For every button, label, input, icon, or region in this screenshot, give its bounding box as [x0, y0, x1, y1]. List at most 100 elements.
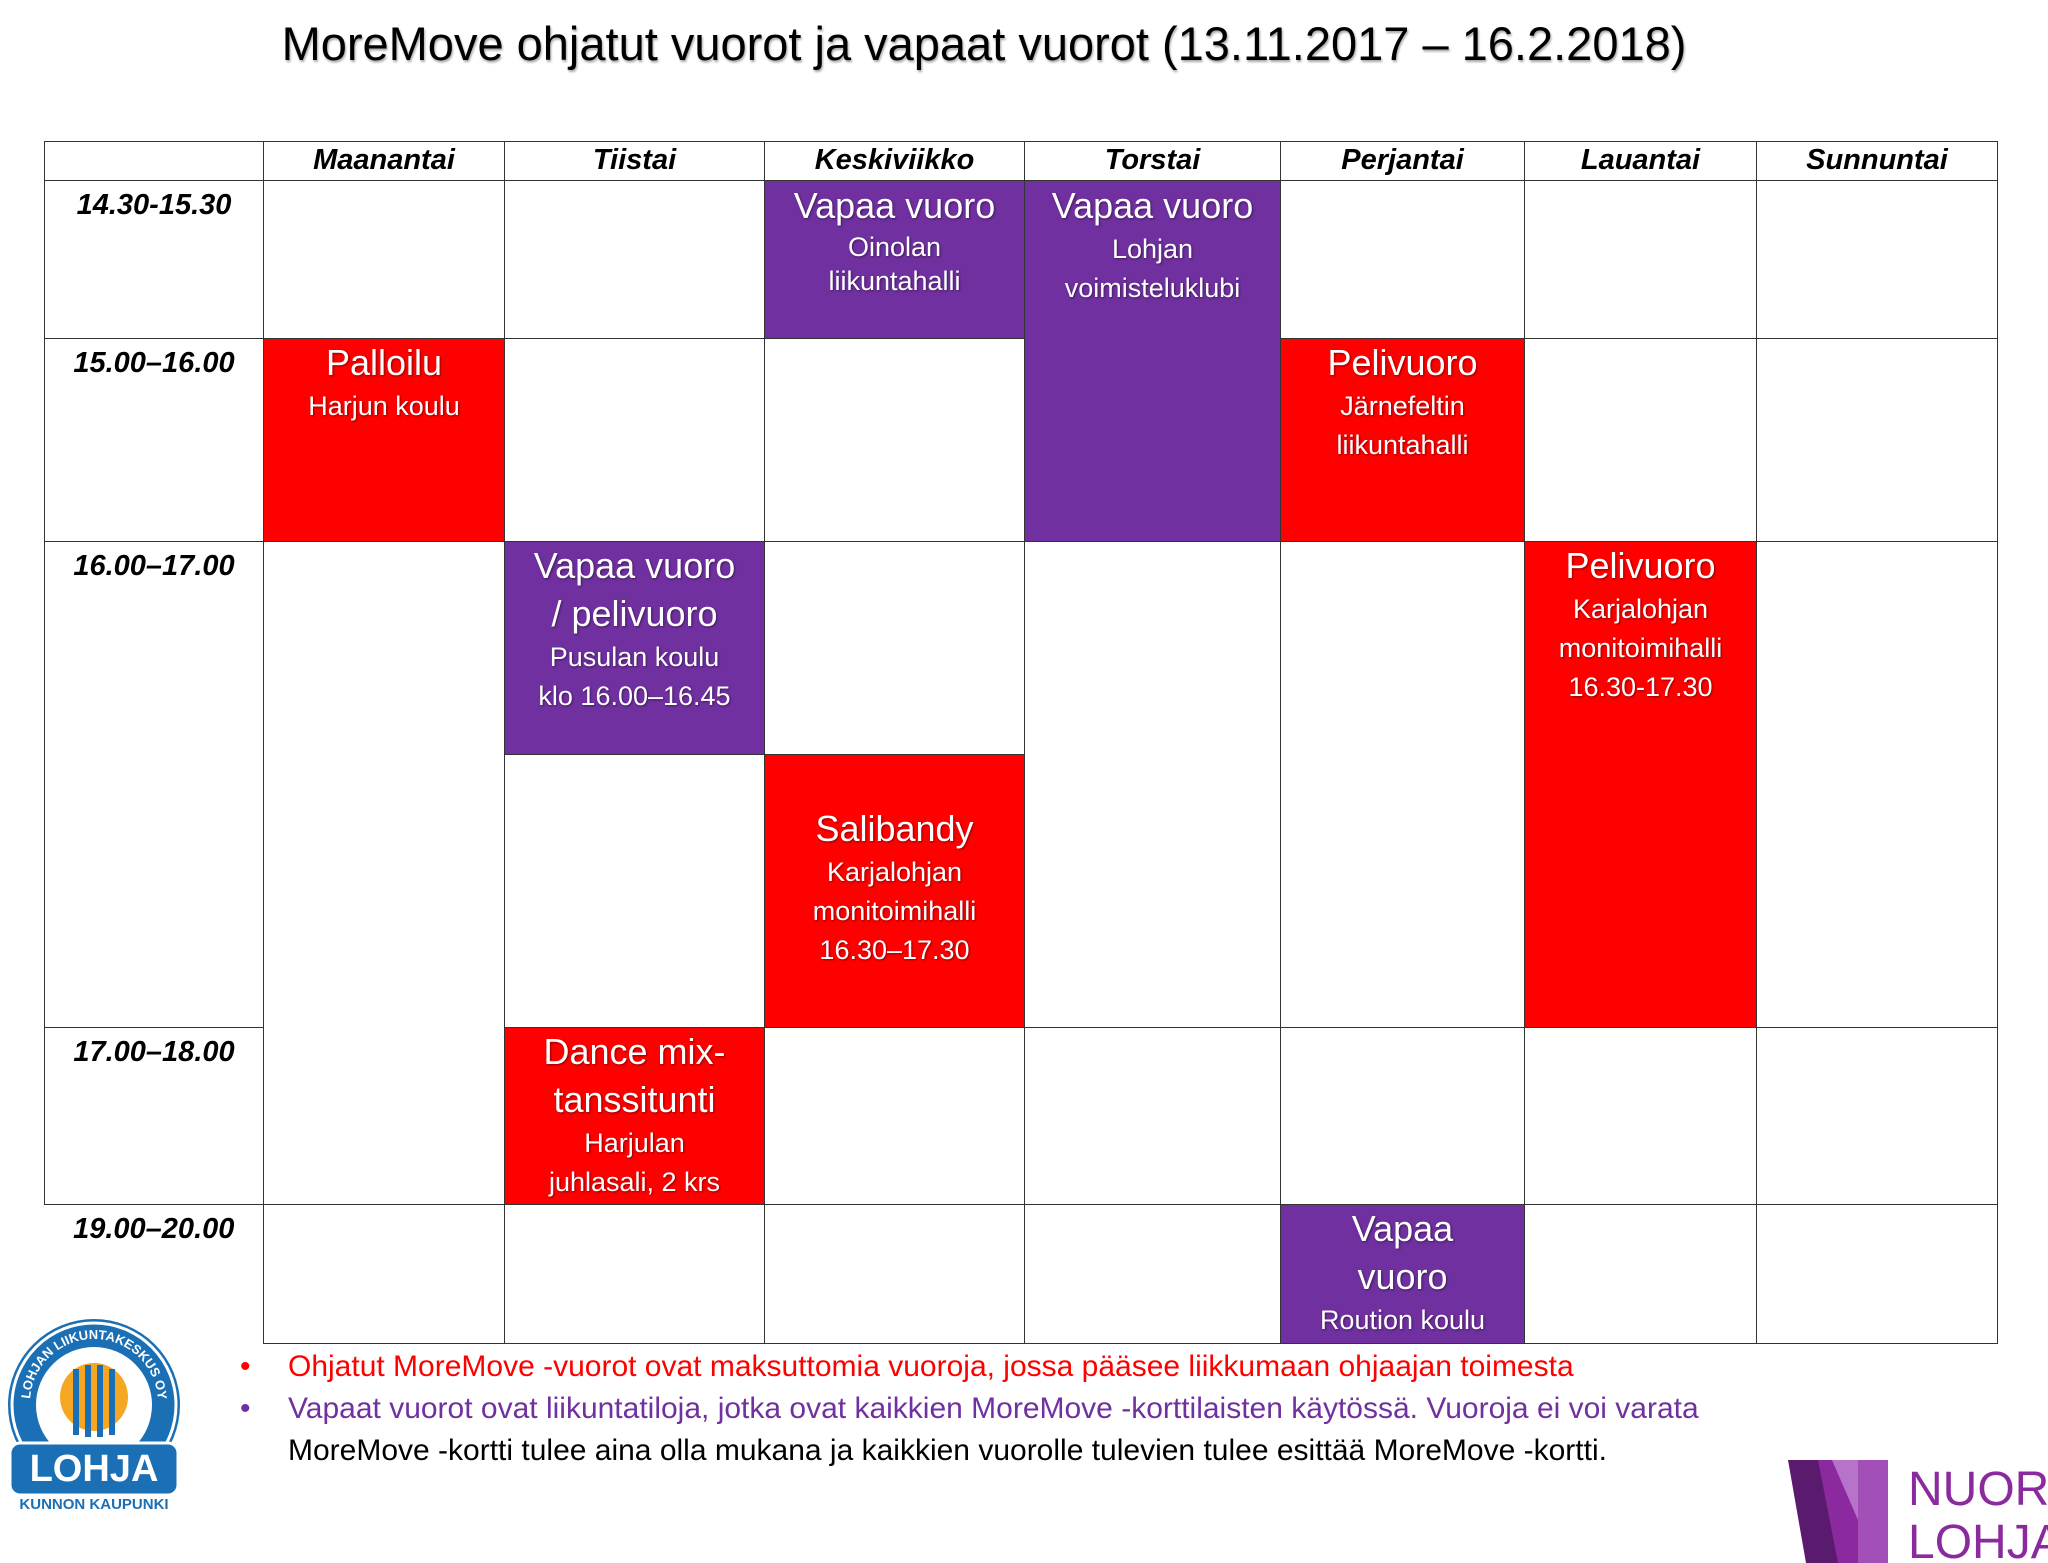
day-header: Sunnuntai — [1756, 141, 1998, 181]
empty-cell — [263, 1204, 505, 1344]
event-tue-free: Vapaa vuoro / pelivuoro Pusulan koulu kl… — [504, 541, 765, 755]
time-label: 17.00–18.00 — [44, 1027, 264, 1205]
empty-cell — [263, 541, 505, 1205]
time-row: 16.00–17.00 Vapaa vuoro / pelivuoro Pusu… — [44, 541, 1998, 1205]
seal-name: LOHJA — [30, 1448, 159, 1490]
event-title: Salibandy — [815, 808, 974, 849]
empty-cell — [764, 1204, 1025, 1344]
event-line: Järnefeltin — [1340, 391, 1465, 421]
empty-cell — [504, 338, 765, 542]
event-title: vuoro — [1357, 1256, 1448, 1297]
event-line: voimisteluklubi — [1064, 273, 1241, 303]
event-line: liikuntahalli — [1336, 430, 1469, 460]
nuori-lohja-nl-icon: NUORI LOHJA — [1788, 1460, 2048, 1563]
event-line: Lohjan — [1111, 234, 1194, 264]
note-guided: • Ohjatut MoreMove -vuorot ovat maksutto… — [236, 1346, 1876, 1388]
empty-cell — [764, 541, 1025, 755]
day-header: Lauantai — [1524, 141, 1757, 181]
lohja-text: LOHJA — [1908, 1516, 2048, 1563]
event-line: Harjun koulu — [308, 391, 460, 421]
day-header: Perjantai — [1280, 141, 1525, 181]
time-subrow: Salibandy Karjalohjan monitoimihalli 16.… — [45, 754, 1998, 1028]
event-line: Karjalohjan — [1572, 594, 1709, 624]
empty-cell — [764, 1027, 1025, 1205]
event-line: juhlasali, 2 krs — [548, 1167, 721, 1197]
seal-tagline: KUNNON KAUPUNKI — [19, 1496, 168, 1513]
empty-cell — [263, 180, 505, 339]
day-header: Torstai — [1024, 141, 1281, 181]
empty-cell — [1524, 1027, 1757, 1205]
event-title: Vapaa vuoro — [793, 185, 996, 226]
day-header: Keskiviikko — [764, 141, 1025, 181]
note-guided-text: Ohjatut MoreMove -vuorot ovat maksuttomi… — [288, 1350, 1574, 1383]
event-title: Palloilu — [325, 342, 443, 383]
header-row: Maanantai Tiistai Keskiviikko Torstai Pe… — [44, 141, 1998, 181]
time-row: 15.00–16.00 Palloilu Harjun koulu Pelivu… — [44, 338, 1998, 542]
schedule-table: Maanantai Tiistai Keskiviikko Torstai Pe… — [44, 141, 1998, 1344]
event-line: klo 16.00–16.45 — [538, 681, 731, 711]
event-title: Dance mix- — [543, 1031, 726, 1072]
empty-cell — [1756, 1027, 1998, 1205]
empty-cell — [1524, 1204, 1757, 1344]
event-line: Oinolan — [847, 232, 942, 262]
time-label: 14.30-15.30 — [44, 180, 264, 339]
empty-cell — [1524, 338, 1757, 542]
empty-cell — [1756, 180, 1998, 339]
time-label: 15.00–16.00 — [44, 338, 264, 542]
event-wed-floorball: Salibandy Karjalohjan monitoimihalli 16.… — [764, 754, 1025, 1028]
empty-cell — [1024, 1027, 1281, 1205]
empty-cell — [504, 180, 765, 339]
event-fri-game: Pelivuoro Järnefeltin liikuntahalli — [1280, 338, 1525, 542]
time-label: 16.00–17.00 — [44, 541, 264, 1028]
empty-cell — [1280, 541, 1525, 1028]
event-thu-free: Vapaa vuoro Lohjan voimisteluklubi — [1024, 180, 1281, 542]
note-free-continuation: MoreMove -kortti tulee aina olla mukana … — [288, 1434, 1607, 1467]
time-row: 19.00–20.00 Vapaa vuoro Roution koulu — [44, 1204, 1998, 1344]
note-free-text: Vapaat vuorot ovat liikuntatiloja, jotka… — [288, 1392, 1699, 1425]
event-title: Vapaa vuoro — [1051, 185, 1254, 226]
empty-cell — [1024, 541, 1281, 1028]
event-line: liikuntahalli — [828, 266, 961, 296]
event-title: Vapaa — [1351, 1208, 1454, 1249]
empty-cell — [764, 338, 1025, 542]
bullet-icon: • — [240, 1392, 251, 1425]
event-fri-free: Vapaa vuoro Roution koulu — [1280, 1204, 1525, 1344]
event-line: Karjalohjan — [826, 857, 963, 887]
event-line: Harjulan — [584, 1128, 685, 1158]
bullet-icon: • — [240, 1350, 251, 1383]
day-header: Tiistai — [504, 141, 765, 181]
time-label: 19.00–20.00 — [44, 1204, 264, 1344]
event-line: 16.30–17.30 — [819, 935, 970, 965]
empty-cell — [1756, 338, 1998, 542]
event-line: 16.30-17.30 — [1568, 672, 1713, 702]
event-title: tanssitunti — [553, 1079, 716, 1120]
event-title: Pelivuoro — [1565, 545, 1716, 586]
event-line: monitoimihalli — [812, 896, 977, 926]
event-title: / pelivuoro — [551, 593, 718, 634]
lohja-seal-icon: LOHJAN LIIKUNTAKESKUS OY · EST 1980 LOHJ… — [4, 1315, 180, 1513]
event-line: monitoimihalli — [1558, 633, 1723, 663]
empty-cell — [1280, 180, 1525, 339]
event-line: Pusulan koulu — [549, 642, 720, 672]
empty-cell — [1280, 1027, 1525, 1205]
time-row: 17.00–18.00 Dance mix- tanssitunti Harju… — [44, 1027, 1998, 1205]
page-title: MoreMove ohjatut vuorot ja vapaat vuorot… — [281, 17, 1687, 70]
day-header: Maanantai — [263, 141, 505, 181]
empty-cell — [504, 1204, 765, 1344]
event-mon-ball: Palloilu Harjun koulu — [263, 338, 505, 542]
event-title: Pelivuoro — [1327, 342, 1478, 383]
legend-notes: • Ohjatut MoreMove -vuorot ovat maksutto… — [236, 1346, 1876, 1472]
empty-cell — [1524, 180, 1757, 339]
empty-cell — [1024, 1204, 1281, 1344]
event-line: Roution koulu — [1319, 1305, 1486, 1335]
event-tue-dance: Dance mix- tanssitunti Harjulan juhlasal… — [504, 1027, 765, 1205]
corner-cell — [44, 141, 264, 181]
event-wed-free: Vapaa vuoro Oinolan liikuntahalli — [764, 180, 1025, 339]
empty-cell — [504, 754, 765, 1028]
event-sat-game: Pelivuoro Karjalohjan monitoimihalli 16.… — [1524, 541, 1757, 1028]
time-row: 14.30-15.30 Vapaa vuoro Oinolan liikunta… — [44, 180, 1998, 542]
nuori-text: NUORI — [1908, 1463, 2048, 1516]
empty-cell — [1756, 1204, 1998, 1344]
empty-cell — [1756, 541, 1998, 1028]
note-free: • Vapaat vuorot ovat liikuntatiloja, jot… — [236, 1388, 1876, 1472]
